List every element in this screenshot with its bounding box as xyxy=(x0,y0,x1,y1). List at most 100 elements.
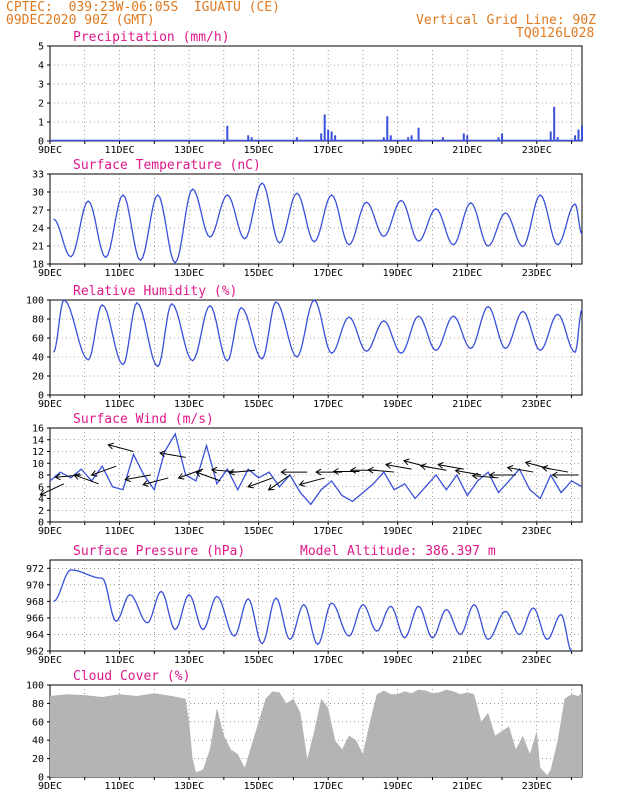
wind-vector-head xyxy=(506,465,514,472)
y-tick-label: 0 xyxy=(38,137,44,148)
y-tick-label: 10 xyxy=(32,459,44,470)
wind-vector-head xyxy=(437,462,444,469)
x-tick-label: 13DEC xyxy=(174,526,204,537)
panel-frame xyxy=(49,173,583,265)
precip-bar xyxy=(327,129,330,141)
x-tick-label: 17DEC xyxy=(313,526,343,537)
y-tick-label: 27 xyxy=(32,206,44,217)
y-tick-label: 968 xyxy=(26,597,44,608)
x-tick-label: 19DEC xyxy=(383,145,413,156)
x-tick-label: 9DEC xyxy=(38,655,62,666)
x-tick-label: 13DEC xyxy=(174,145,204,156)
precip-bar xyxy=(320,133,323,141)
x-tick-label: 11DEC xyxy=(104,145,134,156)
x-tick-label: 23DEC xyxy=(522,145,552,156)
x-tick-label: 15DEC xyxy=(244,655,274,666)
y-tick-label: 0 xyxy=(38,391,44,402)
x-tick-label: 21DEC xyxy=(452,526,482,537)
panel-0: 0 1 2 3 4 5 9DEC 11DEC 13DEC 15DEC 17DEC 19DEC 21DEC… xyxy=(38,30,583,156)
y-tick-label: 30 xyxy=(32,188,44,199)
panel-title: Surface Pressure (hPa) xyxy=(73,544,245,559)
y-tick-label: 80 xyxy=(32,315,44,326)
y-tick-label: 40 xyxy=(32,353,44,364)
precip-bar xyxy=(250,137,253,141)
wind-vector xyxy=(159,452,186,458)
x-tick-label: 19DEC xyxy=(383,781,413,792)
wind-vector-head xyxy=(524,460,532,467)
wind-vector xyxy=(368,469,395,473)
header-location: CPTEC: 039:23W-06:05S IGUATU (CE) xyxy=(6,0,280,15)
wind-vector-head xyxy=(54,473,61,481)
precip-bar xyxy=(497,137,500,141)
x-tick-label: 15DEC xyxy=(244,781,274,792)
y-tick-label: 100 xyxy=(26,296,44,307)
wind-vector-head xyxy=(73,473,81,480)
y-tick-label: 24 xyxy=(32,224,44,235)
x-tick-label: 9DEC xyxy=(38,268,62,279)
x-tick-label: 13DEC xyxy=(174,781,204,792)
x-tick-label: 15DEC xyxy=(244,268,274,279)
y-tick-label: 2 xyxy=(38,99,44,110)
y-tick-label: 6 xyxy=(38,482,44,493)
precip-bar xyxy=(553,106,556,141)
y-tick-label: 60 xyxy=(32,717,44,728)
y-tick-label: 12 xyxy=(32,447,44,458)
x-tick-label: 15DEC xyxy=(244,145,274,156)
wind-vector xyxy=(455,469,482,476)
wind-vector-head xyxy=(210,466,218,474)
y-tick-label: 4 xyxy=(38,61,44,72)
wind-vector-head xyxy=(267,484,275,491)
wind-vector-head xyxy=(228,468,235,476)
series-line xyxy=(53,182,583,264)
x-tick-label: 17DEC xyxy=(313,145,343,156)
y-tick-label: 970 xyxy=(26,580,44,591)
panel-title: Cloud Cover (%) xyxy=(73,669,190,684)
precip-bar xyxy=(247,135,250,141)
wind-vector-head xyxy=(541,465,549,472)
series-line xyxy=(49,432,583,506)
header-vertical-grid: Vertical Grid Line: 90Z xyxy=(416,13,597,28)
wind-vector-head xyxy=(332,468,339,475)
wind-vector xyxy=(195,471,221,482)
x-tick-label: 23DEC xyxy=(522,655,552,666)
precip-bar xyxy=(323,114,326,141)
x-tick-label: 23DEC xyxy=(522,268,552,279)
x-tick-label: 23DEC xyxy=(522,526,552,537)
x-tick-label: 19DEC xyxy=(383,655,413,666)
wind-vector xyxy=(268,474,291,491)
x-tick-label: 17DEC xyxy=(313,399,343,410)
x-tick-label: 17DEC xyxy=(313,781,343,792)
x-tick-label: 9DEC xyxy=(38,781,62,792)
precip-bar xyxy=(410,135,413,141)
panel-frame xyxy=(49,299,583,396)
x-tick-label: 19DEC xyxy=(383,268,413,279)
y-tick-label: 40 xyxy=(32,736,44,747)
wind-vector-head xyxy=(159,450,166,458)
y-tick-label: 21 xyxy=(32,242,44,253)
x-tick-label: 21DEC xyxy=(452,145,482,156)
precip-bar xyxy=(417,127,420,141)
panel-annotation: Model Altitude: 386.397 m xyxy=(300,544,496,559)
panel-title: Surface Temperature (nC) xyxy=(73,158,261,173)
y-tick-label: 962 xyxy=(26,647,44,658)
precip-bar xyxy=(556,137,559,141)
wind-vector xyxy=(247,477,273,488)
wind-vector xyxy=(542,467,569,473)
wind-vector-head xyxy=(177,473,185,480)
precip-bar xyxy=(407,137,410,141)
y-tick-label: 100 xyxy=(26,681,44,692)
wind-vector xyxy=(211,469,238,473)
wind-vector-head xyxy=(298,480,306,487)
precip-bar xyxy=(330,131,333,141)
x-tick-label: 21DEC xyxy=(452,781,482,792)
x-tick-label: 19DEC xyxy=(383,526,413,537)
y-tick-label: 1 xyxy=(38,118,44,129)
panel-title: Surface Wind (m/s) xyxy=(73,412,214,427)
wind-vector-head xyxy=(419,463,427,470)
panel-title: Relative Humidity (%) xyxy=(73,284,237,299)
wind-vector-head xyxy=(367,466,374,474)
wind-vector xyxy=(420,465,447,471)
wind-vector-head xyxy=(488,471,496,479)
x-tick-label: 11DEC xyxy=(104,268,134,279)
